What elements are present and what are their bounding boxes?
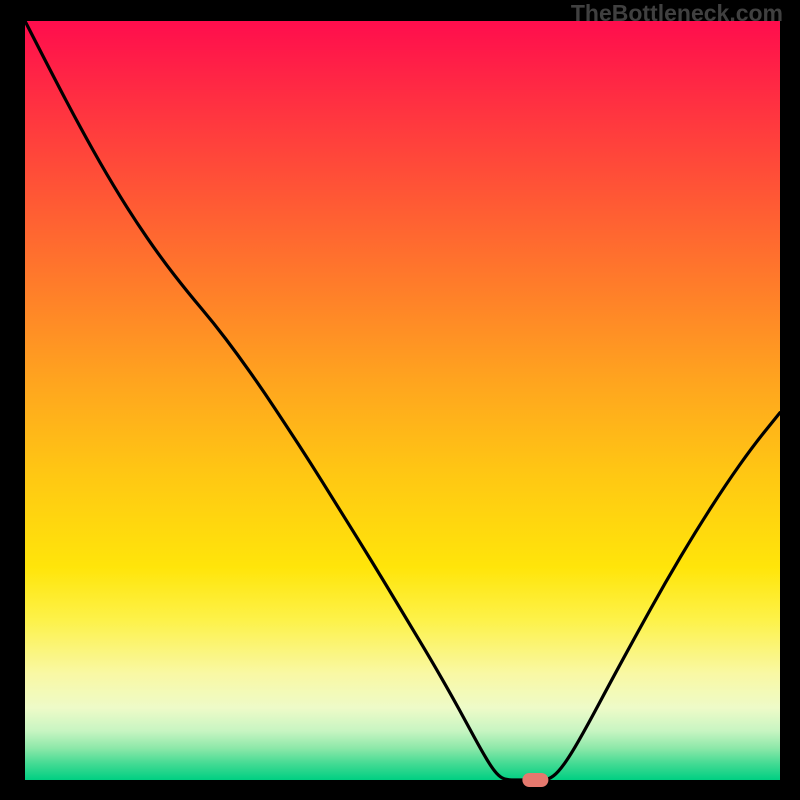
bottleneck-curve — [25, 21, 780, 780]
chart-svg — [0, 0, 800, 800]
watermark-text: TheBottleneck.com — [571, 0, 783, 27]
optimal-marker — [522, 773, 548, 787]
